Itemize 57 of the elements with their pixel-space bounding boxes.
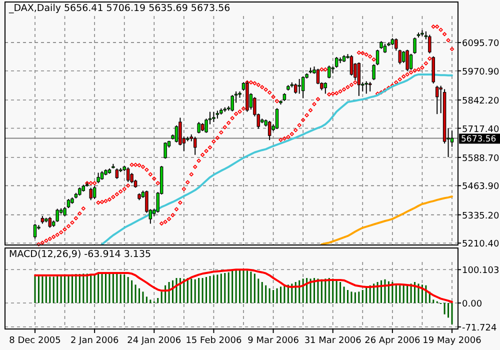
y-tick-label: 5463.90 [462,182,500,192]
candlestick [409,53,413,70]
candlestick [126,166,130,183]
candlestick [197,122,200,134]
candlestick [350,54,354,76]
x-tick-label: 24 Jan 2006 [127,336,182,346]
candlestick [115,168,119,180]
y-tick-label: 100.103 [462,266,500,276]
candlestick [406,49,409,72]
candlestick [193,136,197,156]
candlestick [294,83,298,94]
candlestick [212,111,216,123]
y-tick-label: 5970.90 [462,67,500,78]
candlestick [48,216,52,228]
x-tick-label: 8 Dec 2005 [9,336,61,346]
x-tick-label: 9 Mar 2006 [248,336,300,346]
y-tick-label: 5335.20 [462,211,500,222]
y-tick-label: 5210.40 [462,240,500,250]
candlestick [368,81,372,92]
candlestick [324,82,328,94]
candlestick [428,34,432,54]
candlestick [275,108,279,130]
candlestick [230,94,234,112]
ref-line-label: 5673.56 [461,134,496,144]
candlestick [96,172,100,184]
candlestick [268,120,272,141]
x-tick-label: 19 May 2006 [422,336,482,346]
y-tick-label: -71.724 [462,323,498,334]
candlestick [174,124,178,143]
candlestick [394,38,398,52]
candlestick [33,223,37,240]
candlestick [164,142,167,160]
y-tick-label: 5717.40 [462,124,500,135]
line-series [101,73,453,246]
chart-title: _DAX,Daily 5656.41 5706.19 5635.69 5673.56 [8,3,230,14]
candlestick [89,187,92,201]
candlestick [357,62,361,96]
candlestick [398,49,402,65]
candlestick [383,43,387,54]
y-tick-label: 0.00 [462,300,482,310]
candlestick [301,76,305,99]
candlestick [364,80,368,94]
y-tick-label: 6095.70 [462,39,500,50]
x-tick-label: 15 Feb 2006 [186,336,242,346]
y-tick-label: 5842.20 [462,96,500,106]
candlestick [328,65,331,79]
x-tick-label: 26 Apr 2006 [364,336,421,346]
line-series [34,268,453,303]
chart-title: MACD(12,26,9) -63.914 3.135 [9,249,152,260]
y-tick-label: 5588.70 [462,154,500,164]
x-tick-label: 2 Jan 2006 [70,336,119,346]
candlestick [436,85,439,115]
candlestick [413,37,416,54]
line-series [320,196,453,246]
candlestick [92,186,96,200]
x-tick-label: 31 Mar 2006 [304,336,362,346]
candlestick [298,78,301,94]
